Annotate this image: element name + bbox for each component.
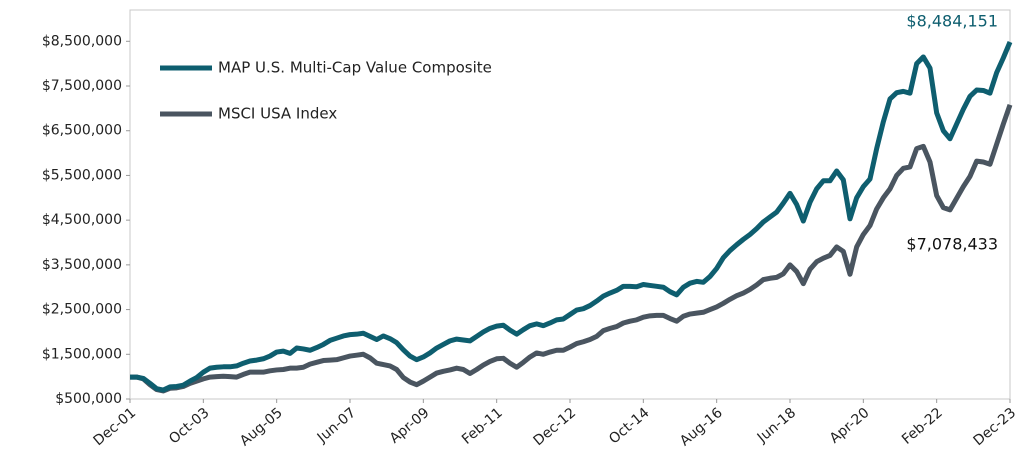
- x-tick-label: Aug-05: [237, 405, 286, 450]
- y-tick-label: $1,500,000: [42, 346, 122, 362]
- series-line: [130, 41, 1013, 393]
- x-tick-label: Dec-12: [531, 405, 580, 449]
- x-tick-label: Apr-20: [827, 405, 873, 447]
- x-tick-label: Feb-11: [459, 405, 506, 448]
- series-line: [130, 104, 1013, 394]
- y-tick-label: $2,500,000: [42, 302, 122, 318]
- x-tick-label: Oct-14: [606, 405, 652, 448]
- y-tick-label: $500,000: [55, 391, 122, 407]
- y-tick-label: $6,500,000: [42, 123, 122, 139]
- y-tick-label: $4,500,000: [42, 212, 122, 228]
- x-tick-label: Dec-23: [971, 405, 1016, 449]
- x-tick-label: Oct-03: [166, 405, 212, 448]
- y-tick-label: $3,500,000: [42, 257, 122, 273]
- y-tick-label: $5,500,000: [42, 167, 122, 183]
- legend-label: MSCI USA Index: [218, 105, 337, 123]
- end-value-label: $7,078,433: [906, 234, 998, 253]
- y-tick-label: $7,500,000: [42, 78, 122, 94]
- x-tick-label: Dec-01: [91, 405, 140, 449]
- x-tick-label: Feb-22: [899, 405, 946, 448]
- x-tick-label: Jun-18: [754, 405, 799, 447]
- x-tick-label: Jun-07: [314, 405, 359, 447]
- end-value-label: $8,484,151: [906, 12, 998, 31]
- x-tick-label: Aug-16: [677, 405, 726, 450]
- y-tick-label: $8,500,000: [42, 33, 122, 49]
- x-tick-label: Apr-09: [387, 405, 433, 447]
- legend-label: MAP U.S. Multi-Cap Value Composite: [218, 59, 492, 77]
